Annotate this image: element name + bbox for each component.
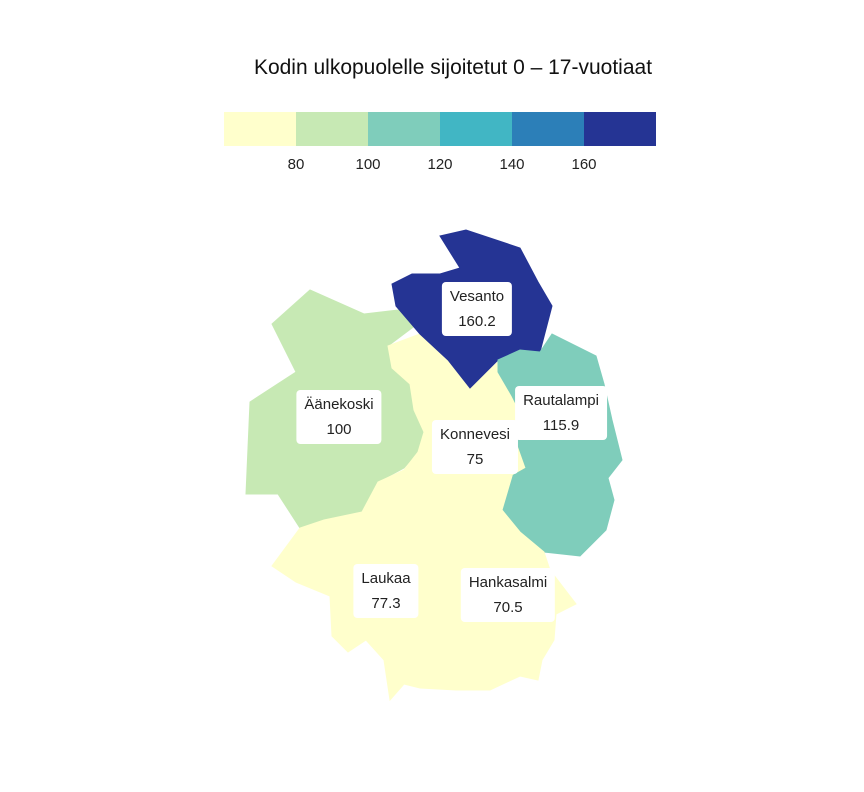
map-title: Kodin ulkopuolelle sijoitetut 0 – 17-vuo… [253, 56, 653, 79]
region-label-rautalampi-value: 115.9 [542, 417, 580, 434]
region-label-laukaa-value: 77.3 [371, 595, 401, 612]
region-label-rautalampi-name: Rautalampi [523, 392, 599, 409]
legend-swatch-3 [368, 112, 440, 146]
legend-tick-160: 160 [571, 156, 597, 173]
legend-swatch-2 [296, 112, 368, 146]
region-label-konnevesi-value: 75 [466, 451, 484, 468]
legend-swatch-5 [512, 112, 584, 146]
region-label-konnevesi-name: Konnevesi [439, 426, 511, 443]
region-label-laukaa-name: Laukaa [361, 570, 411, 587]
region-label-hankasalmi-name: Hankasalmi [468, 574, 548, 591]
region-label-hankasalmi-value: 70.5 [493, 599, 523, 616]
legend-tick-120: 120 [427, 156, 453, 173]
region-label-rautalampi: Rautalampi 115.9 [515, 386, 607, 440]
legend-tick-140: 140 [499, 156, 525, 173]
legend-swatch-4 [440, 112, 512, 146]
legend-tick-80: 80 [287, 156, 305, 173]
region-label-aanekoski-value: 100 [326, 421, 352, 438]
region-label-vesanto-name: Vesanto [449, 288, 505, 305]
legend-tick-100: 100 [355, 156, 381, 173]
region-label-konnevesi: Konnevesi 75 [431, 420, 519, 474]
region-label-vesanto-value: 160.2 [458, 313, 496, 330]
region-label-vesanto: Vesanto 160.2 [441, 282, 513, 336]
legend-swatch-6 [584, 112, 656, 146]
legend-swatch-1 [224, 112, 296, 146]
region-label-laukaa: Laukaa 77.3 [353, 564, 419, 618]
region-label-hankasalmi: Hankasalmi 70.5 [460, 568, 556, 622]
region-label-aanekoski: Äänekoski 100 [296, 390, 382, 444]
region-label-aanekoski-name: Äänekoski [304, 396, 374, 413]
color-legend [224, 112, 656, 146]
